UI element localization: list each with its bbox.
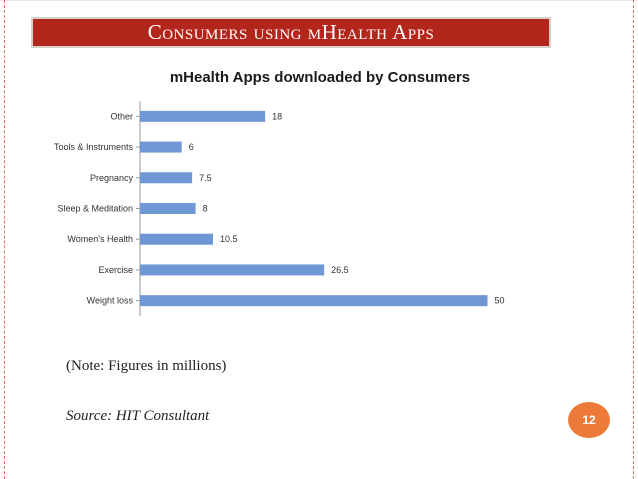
value-label-2: 7.5: [199, 173, 212, 183]
value-label-4: 10.5: [220, 234, 238, 244]
slide-title: Consumers using mHealth Apps: [31, 17, 551, 48]
category-label-3: Sleep & Meditation: [57, 204, 133, 214]
bar-1: [140, 141, 182, 153]
bar-4: [140, 233, 213, 245]
bar-3: [140, 203, 196, 214]
value-label-3: 8: [203, 204, 208, 214]
bar-2: [140, 172, 193, 184]
category-label-6: Weight loss: [87, 296, 134, 306]
value-label-0: 18: [272, 111, 282, 121]
bar-5: [140, 264, 325, 276]
note-text: (Note: Figures in millions): [66, 358, 227, 374]
slide-left-border: [4, 0, 5, 479]
slide-right-border: [633, 0, 634, 479]
category-label-2: Pregnancy: [90, 173, 134, 183]
chart-title: mHealth Apps downloaded by Consumers: [169, 69, 471, 86]
value-label-5: 26.5: [331, 265, 349, 275]
slide-top-edge: [0, 0, 638, 1]
source-text: Source: HIT Consultant: [66, 408, 210, 424]
category-label-5: Exercise: [98, 265, 133, 275]
value-label-1: 6: [189, 142, 194, 152]
bar-6: [140, 295, 488, 307]
page-number-badge: 12: [568, 402, 610, 438]
category-label-4: Women's Health: [67, 234, 133, 244]
value-label-6: 50: [495, 296, 505, 306]
category-label-0: Other: [110, 111, 133, 121]
category-label-1: Tools & Instruments: [54, 142, 134, 152]
bar-0: [140, 110, 266, 122]
